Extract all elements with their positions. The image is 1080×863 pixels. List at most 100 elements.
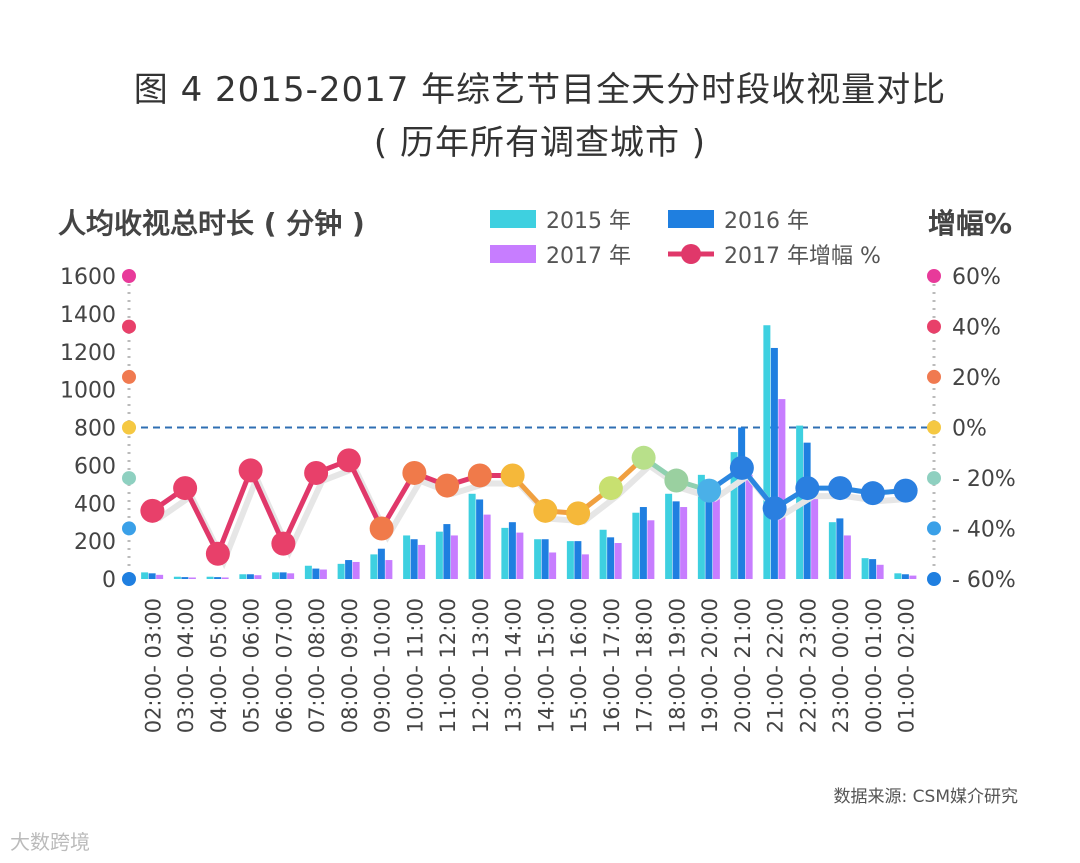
bar-2015 xyxy=(828,522,836,579)
right-axis-dot xyxy=(927,420,941,435)
growth-line-segment xyxy=(839,485,874,496)
bar-2016 xyxy=(672,501,680,579)
growth-line-segment xyxy=(707,465,744,493)
bar-2017 xyxy=(352,561,360,579)
growth-line-segment xyxy=(182,486,221,555)
bar-2015 xyxy=(632,512,640,579)
bar-2015 xyxy=(206,576,214,579)
growth-line-segment xyxy=(576,486,613,516)
growth-line-segment xyxy=(281,471,319,545)
bar-2017 xyxy=(188,577,196,579)
x-tick-label: 09:00- 10:00 xyxy=(371,598,395,733)
x-tick-label: 22:00- 23:00 xyxy=(796,598,820,733)
growth-point xyxy=(697,478,722,503)
legend-item-growth: 2017 年增幅 % xyxy=(668,238,881,270)
x-tick-label: 11:00- 12:00 xyxy=(436,598,460,733)
x-tick-label: 12:00- 13:00 xyxy=(469,598,493,733)
bar-2015 xyxy=(861,558,869,579)
growth-point xyxy=(402,460,427,485)
growth-point xyxy=(304,460,329,485)
bar-2016 xyxy=(541,539,549,579)
bar-2017 xyxy=(254,575,262,579)
bar-2016 xyxy=(410,539,418,579)
bar-2016 xyxy=(836,518,844,579)
right-axis-dot xyxy=(927,269,941,283)
bar-2016 xyxy=(377,548,385,579)
x-tick-label: 10:00- 11:00 xyxy=(403,598,427,733)
chart-title: 图 4 2015-2017 年综艺节目全天分时段收视量对比 xyxy=(133,70,947,110)
legend-swatch-2015 xyxy=(490,210,536,228)
growth-line-shadow xyxy=(156,461,912,570)
x-tick-label: 05:00- 06:00 xyxy=(240,598,264,733)
bar-2017 xyxy=(287,573,295,579)
legend-label-growth: 2017 年增幅 % xyxy=(724,244,881,269)
growth-line-segment xyxy=(675,478,710,494)
left-axis-dot xyxy=(122,269,136,283)
x-tick-label: 00:00- 01:00 xyxy=(862,598,886,733)
growth-point xyxy=(500,463,525,488)
bar-2016 xyxy=(214,577,222,579)
left-axis-dot xyxy=(122,420,136,435)
bar-2015 xyxy=(337,563,345,579)
bar-2015 xyxy=(501,527,509,579)
bar-2015 xyxy=(173,576,181,579)
bar-2016 xyxy=(181,577,189,579)
bar-2015 xyxy=(370,554,378,579)
bar-2017 xyxy=(549,552,557,579)
bar-2016 xyxy=(279,572,287,579)
growth-line-segment xyxy=(379,471,417,530)
growth-line-segment xyxy=(739,466,777,510)
bar-2017 xyxy=(712,488,720,579)
growth-point xyxy=(598,476,623,501)
right-axis-dot xyxy=(927,521,941,536)
legend-label-2015: 2015 年 xyxy=(546,209,631,234)
bar-2017 xyxy=(385,560,393,579)
bar-2015 xyxy=(665,493,673,579)
bar-2017 xyxy=(680,507,688,579)
growth-point xyxy=(893,478,918,503)
bar-2015 xyxy=(894,573,902,579)
y-tick-label: 600 xyxy=(74,454,116,479)
bar-2017 xyxy=(811,482,819,579)
growth-line-segment xyxy=(773,485,809,511)
bar-2017 xyxy=(418,544,426,579)
growth-line-segment xyxy=(413,470,449,488)
bar-2017 xyxy=(647,520,655,579)
y-tick-label: 200 xyxy=(74,530,116,555)
bar-2015 xyxy=(272,572,280,579)
growth-line-segment xyxy=(872,488,906,496)
chart-subtitle: ( 历年所有调查城市 ) xyxy=(373,123,707,163)
growth-point xyxy=(828,476,853,501)
growth-line-segment xyxy=(315,457,350,476)
bar-2015 xyxy=(304,565,312,579)
left-axis-dot xyxy=(122,369,136,384)
y-tick-label: 1400 xyxy=(60,303,116,328)
bar-2016 xyxy=(345,560,353,579)
bar-2015 xyxy=(435,531,443,579)
bar-2017 xyxy=(156,574,164,579)
y-axis-label-left: 人均收视总时长 ( 分钟 ) xyxy=(58,207,365,240)
left-axis-dot xyxy=(122,471,136,486)
growth-point xyxy=(369,516,394,541)
bar-2015 xyxy=(796,425,804,579)
x-tick-label: 02:00- 03:00 xyxy=(141,598,165,733)
bar-2016 xyxy=(246,574,254,579)
growth-line-segment xyxy=(609,455,646,490)
growth-line-segment xyxy=(510,473,548,513)
growth-point xyxy=(467,463,492,488)
legend-swatch-2017 xyxy=(490,245,536,263)
bar-2017 xyxy=(778,399,786,579)
y-tick-label: 1600 xyxy=(60,265,116,290)
source-note: 数据来源: CSM媒介研究 xyxy=(833,787,1018,807)
growth-line-segment xyxy=(545,508,579,516)
x-tick-label: 03:00- 04:00 xyxy=(174,598,198,733)
watermark: 大数跨境 xyxy=(10,830,90,854)
right-axis-dot xyxy=(927,572,941,586)
bar-2016 xyxy=(607,537,615,579)
growth-point xyxy=(205,541,230,566)
x-tick-label: 14:00- 15:00 xyxy=(534,598,558,733)
growth-point xyxy=(271,531,296,556)
x-tick-label: 07:00- 08:00 xyxy=(305,598,329,733)
bar-2016 xyxy=(443,524,451,579)
legend-swatch-growth xyxy=(668,244,714,264)
